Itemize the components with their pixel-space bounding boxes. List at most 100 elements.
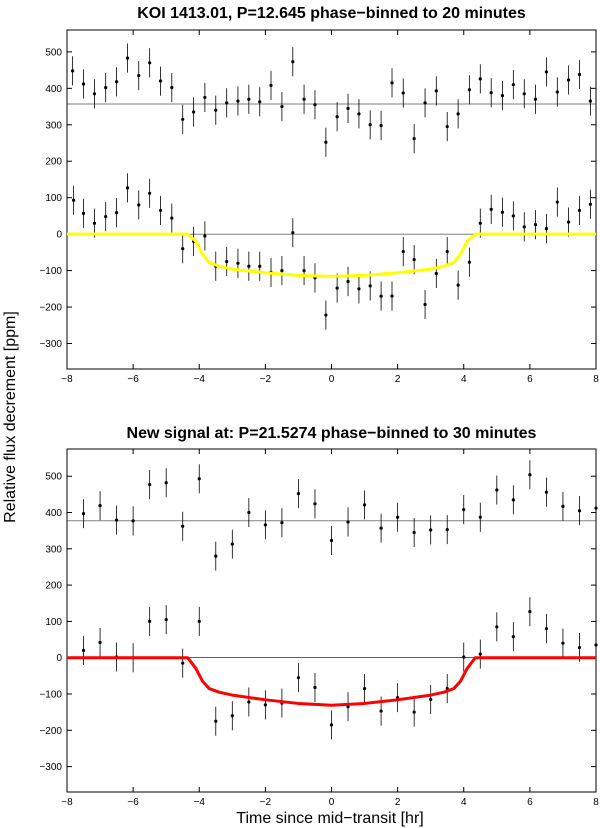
- data-point: [181, 117, 185, 121]
- data-point: [203, 95, 207, 100]
- x-tick-label: 4: [461, 374, 467, 385]
- data-point: [511, 214, 515, 218]
- data-point: [544, 70, 549, 74]
- x-tick-label: 2: [395, 374, 401, 385]
- data-point: [462, 655, 466, 659]
- data-point: [291, 231, 295, 235]
- data-point: [429, 697, 433, 702]
- data-point: [131, 519, 135, 523]
- data-point: [544, 227, 549, 231]
- data-point: [500, 210, 505, 214]
- x-tick-label: 0: [329, 374, 335, 385]
- data-point: [81, 211, 86, 215]
- data-point: [555, 200, 559, 204]
- data-point: [280, 104, 284, 109]
- data-point: [181, 661, 185, 665]
- data-point: [588, 202, 592, 206]
- data-point: [225, 101, 229, 105]
- y-tick-label: 100: [45, 617, 62, 628]
- data-point: [478, 77, 482, 81]
- data-point: [445, 250, 449, 254]
- y-tick-label: −100: [39, 266, 62, 277]
- data-point: [170, 216, 174, 220]
- data-point: [164, 481, 168, 485]
- y-tick-label: 200: [45, 581, 62, 592]
- transit-model-curve: [67, 656, 596, 707]
- chart-title: New signal at: P=21.5274 phase−binned to…: [127, 425, 537, 442]
- data-point: [566, 78, 571, 82]
- data-point: [104, 215, 108, 219]
- y-tick-label: 400: [45, 84, 62, 95]
- data-point: [511, 635, 515, 639]
- y-tick-label: −300: [39, 339, 62, 350]
- data-point: [423, 302, 427, 307]
- data-point: [368, 123, 372, 127]
- y-tick-label: 200: [45, 157, 62, 168]
- y-axis-label: Relative flux decrement [ppm]: [2, 311, 19, 523]
- data-point: [114, 211, 119, 215]
- data-point: [533, 223, 538, 227]
- data-point: [401, 91, 405, 95]
- data-point: [544, 490, 549, 494]
- data-point: [114, 80, 119, 84]
- data-point: [362, 686, 367, 691]
- data-point: [280, 521, 284, 525]
- data-point: [81, 82, 86, 86]
- data-point: [230, 542, 234, 546]
- data-point: [98, 504, 102, 508]
- data-point: [528, 610, 532, 614]
- data-point: [296, 676, 301, 680]
- data-point: [594, 643, 598, 647]
- x-tick-label: 2: [395, 797, 401, 808]
- data-point: [412, 530, 416, 535]
- transit-model-curve: [67, 232, 596, 278]
- data-point: [302, 97, 306, 101]
- data-point: [92, 221, 97, 225]
- data-point: [456, 283, 460, 287]
- y-tick-label: 300: [45, 120, 62, 131]
- data-point: [137, 73, 141, 78]
- data-point: [335, 115, 339, 119]
- data-point: [324, 313, 328, 317]
- data-point: [92, 92, 97, 96]
- data-point: [412, 137, 416, 141]
- x-tick-label: 8: [593, 374, 599, 385]
- data-point: [197, 477, 201, 481]
- data-point: [495, 488, 499, 492]
- data-point: [98, 640, 102, 645]
- data-point: [203, 234, 207, 238]
- plot-frame: [66, 448, 597, 793]
- data-point: [329, 538, 334, 543]
- data-point: [346, 106, 350, 110]
- data-point: [362, 503, 367, 507]
- data-point: [577, 509, 582, 513]
- data-point: [302, 268, 306, 273]
- data-point: [357, 112, 361, 116]
- data-point: [522, 92, 526, 96]
- data-point: [346, 279, 350, 284]
- y-tick-label: 500: [45, 472, 62, 483]
- data-point: [588, 99, 592, 103]
- data-point: [577, 208, 582, 213]
- data-point: [357, 287, 361, 291]
- data-point: [495, 625, 499, 629]
- data-point: [313, 502, 317, 506]
- data-point: [258, 100, 262, 104]
- x-tick-label: −4: [194, 797, 206, 808]
- data-point: [72, 198, 76, 202]
- data-point: [181, 247, 185, 251]
- data-point: [313, 103, 317, 107]
- data-point: [445, 124, 449, 129]
- data-point: [478, 221, 482, 225]
- data-point: [214, 108, 218, 112]
- data-point: [197, 619, 201, 624]
- data-point: [533, 97, 538, 101]
- data-point: [467, 88, 471, 92]
- data-point: [561, 641, 565, 645]
- data-point: [148, 482, 152, 487]
- data-point: [467, 260, 471, 264]
- data-point: [478, 652, 482, 656]
- data-point: [269, 83, 273, 88]
- y-tick-label: −200: [39, 303, 62, 314]
